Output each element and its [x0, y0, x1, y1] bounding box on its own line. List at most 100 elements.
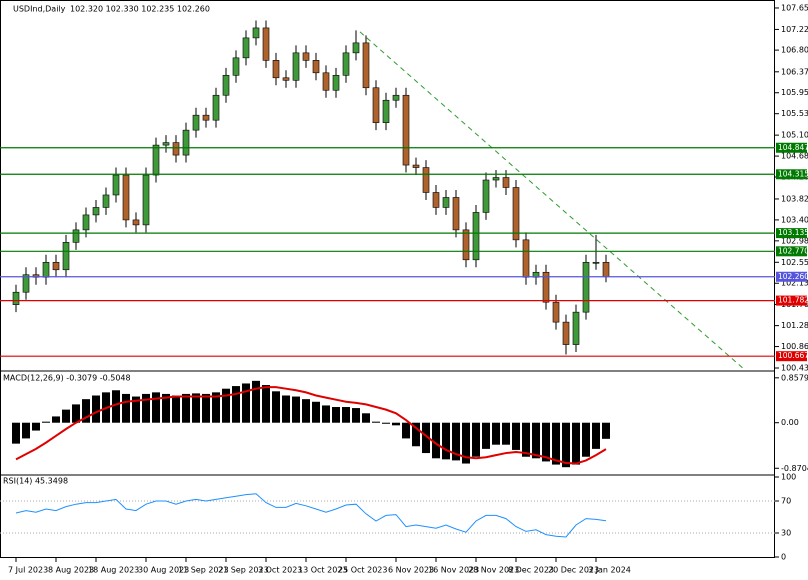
- candle-body: [72, 229, 80, 243]
- macd-bar: [192, 393, 200, 423]
- candle-body: [282, 77, 290, 81]
- candle-body: [502, 177, 510, 188]
- macd-bar: [542, 422, 550, 462]
- macd-bar: [592, 422, 600, 449]
- macd-bar: [552, 422, 560, 465]
- level-tag: [776, 271, 807, 282]
- candle-body: [252, 27, 260, 39]
- frame: [0, 0, 775, 558]
- macd-bar: [362, 413, 370, 423]
- x-tick-label: 11 Sep 2023: [178, 566, 229, 575]
- macd-bar: [282, 395, 290, 423]
- macd-bar: [312, 401, 320, 423]
- candle-body: [572, 311, 580, 345]
- macd-bar: [452, 422, 460, 461]
- macd-bar: [52, 416, 60, 423]
- macd-bar: [482, 422, 490, 449]
- candle-body: [162, 142, 170, 146]
- candle-body: [102, 194, 110, 208]
- candle-body: [352, 42, 360, 54]
- candle-body: [312, 60, 320, 74]
- level-label: 104.847: [778, 143, 808, 152]
- candle-body: [222, 74, 230, 96]
- x-tick-label: 20 Dec 2023: [548, 566, 599, 575]
- macd-bar: [492, 422, 500, 445]
- macd-bar: [82, 399, 90, 423]
- macd-bar: [232, 386, 240, 423]
- macd-bar: [382, 422, 390, 424]
- candle-body: [22, 274, 30, 293]
- macd-bar: [352, 408, 360, 423]
- candle-body: [422, 167, 430, 193]
- level-label: 101.782: [778, 296, 808, 305]
- macd-bar: [172, 395, 180, 423]
- candle-body: [122, 174, 130, 221]
- macd-signal: [15, 386, 607, 465]
- x-tick-label: 6 Nov 2023: [388, 566, 434, 575]
- y-tick-label: 105.530: [781, 109, 808, 118]
- y-tick-label: 0: [781, 553, 786, 562]
- y-tick-label: 106.370: [781, 67, 808, 76]
- macd-bar: [142, 393, 150, 423]
- x-tick-label: 21 Sep 2023: [218, 566, 269, 575]
- candle-body: [342, 52, 350, 76]
- macd-bar: [392, 422, 400, 426]
- macd-bar: [222, 388, 230, 423]
- level-label: 100.667: [778, 351, 808, 360]
- candle-body: [92, 207, 100, 216]
- macd-bar: [372, 421, 380, 423]
- candle-body: [452, 197, 460, 231]
- level-label: 102.770: [778, 246, 808, 255]
- y-tick-label: 105.100: [781, 131, 808, 140]
- level-label: 102.260: [778, 272, 808, 281]
- macd-bar: [122, 393, 130, 423]
- macd-bar: [242, 383, 250, 423]
- candle-body: [112, 174, 120, 196]
- y-tick-label: 103.400: [781, 215, 808, 224]
- macd-bar: [12, 422, 20, 444]
- y-tick-label: 0.8579: [781, 373, 808, 382]
- candle-body: [192, 114, 200, 131]
- candle-body: [592, 261, 600, 264]
- macd-bar: [432, 422, 440, 459]
- candle-body: [132, 219, 140, 226]
- rsi-label: RSI(14) 45.3498: [3, 477, 68, 486]
- candle-body: [442, 197, 450, 208]
- y-tick-label: 107.220: [781, 25, 808, 34]
- macd-bar: [332, 407, 340, 423]
- macd-bar: [522, 422, 530, 457]
- macd-bar: [402, 422, 410, 439]
- candle-body: [232, 57, 240, 76]
- candle-body: [432, 192, 440, 208]
- x-tick-label: 30 Aug 2023: [138, 566, 189, 575]
- x-tick-label: 8 Dec 2023: [508, 566, 554, 575]
- macd-bar: [462, 422, 470, 464]
- x-tick-label: 8 Aug 2023: [48, 566, 94, 575]
- macd-bar: [112, 390, 120, 423]
- macd-bar: [302, 399, 310, 423]
- macd-bar: [92, 395, 100, 423]
- x-tick-label: 25 Oct 2023: [338, 566, 387, 575]
- macd-bar: [62, 409, 70, 423]
- candle-body: [152, 144, 160, 176]
- candle-body: [582, 261, 590, 313]
- macd-bar: [472, 422, 480, 457]
- x-tick-label: 18 Aug 2023: [88, 566, 139, 575]
- y-tick-label: 102.980: [781, 236, 808, 245]
- candle-body: [322, 72, 330, 91]
- y-tick-label: 103.820: [781, 194, 808, 203]
- candle-body: [562, 321, 570, 345]
- candle-body: [522, 239, 530, 278]
- y-tick-label: 100.430: [781, 364, 808, 373]
- level-label: 104.315: [778, 169, 808, 178]
- candle-body: [62, 242, 70, 271]
- macd-bar: [132, 396, 140, 423]
- macd-bar: [32, 422, 40, 431]
- candle-body: [292, 52, 300, 81]
- macd-bar: [252, 380, 260, 423]
- candle-body: [12, 291, 20, 305]
- candle-body: [552, 301, 560, 323]
- ohlc-label: 102.320 102.330 102.235 102.260: [70, 5, 210, 14]
- macd-bar: [412, 422, 420, 447]
